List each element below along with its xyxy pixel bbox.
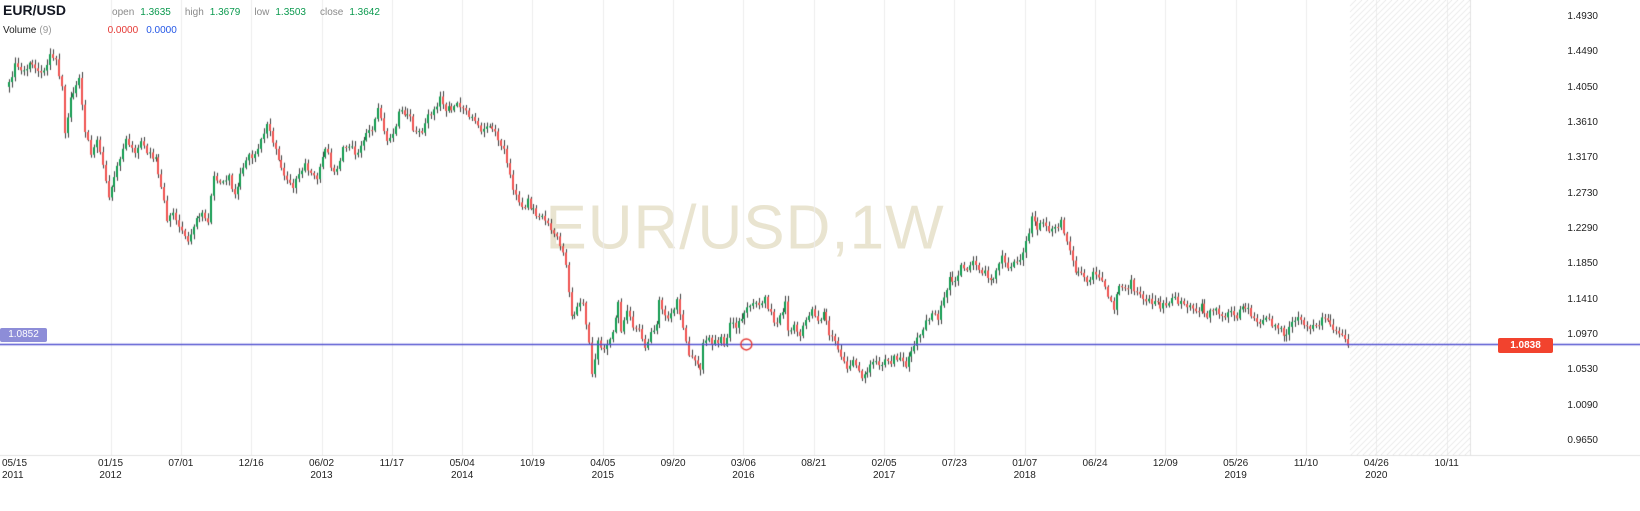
price-tick-label: 1.1850 [1567,258,1598,270]
time-tick-label: 05/15 2011 [2,458,28,481]
price-tick-label: 1.1410 [1567,293,1598,305]
ohlc-value: 1.3635 [140,7,171,18]
symbol-row: EUR/USD open 1.3635 high 1.3679 low 1.3503 clo… [3,2,380,18]
time-tick-label: 05/26 2019 [1223,458,1249,481]
time-tick-label: 10/19 [519,458,545,469]
indicator-row: Volume (9) 0.0000 0.0000 [3,25,380,36]
ohlc-values: open 1.3635 high 1.3679 low 1.3503 close 1.3642 [104,7,380,18]
hline-price-tag[interactable]: 1.0852 [0,328,47,343]
price-tick-label: 1.2290 [1567,223,1598,234]
time-tick-label: 10/11 [1434,458,1459,469]
indicator-value: 0.0000 [107,25,139,36]
last-price-tag: 1.0838 [1498,338,1553,354]
price-tick-label: 0.9650 [1567,435,1598,446]
time-tick-label: 11/10 [1293,458,1319,469]
time-tick-label: 04/05 2015 [590,458,616,481]
indicator-values: 0.0000 0.0000 [108,25,177,36]
time-tick-label: 02/05 2017 [871,458,897,481]
time-tick-label: 07/01 [168,458,194,469]
price-axis[interactable]: 1.4930 1.4490 1.4050 1.3610 1.3170 1.2730 1.22… [1470,0,1640,455]
price-tick-label: 1.0970 [1567,329,1598,340]
time-tick-label: 05/04 2014 [449,458,475,481]
indicator-params: (9) [39,25,52,36]
time-tick-label: 03/06 2016 [730,458,756,481]
price-tick-label: 1.4490 [1567,46,1598,58]
ohlc-value: 1.3503 [275,7,306,18]
legend: EUR/USD open 1.3635 high 1.3679 low 1.3503 clo… [3,2,380,36]
time-tick-label: 06/24 [1082,458,1108,469]
time-tick-label: 04/26 2020 [1363,458,1389,481]
price-tick-label: 1.4930 [1567,11,1598,22]
time-tick-label: 11/17 [379,458,404,469]
time-tick-label: 07/23 [941,458,967,469]
price-tick-label: 1.3610 [1567,117,1598,128]
time-tick-label: 08/21 [801,458,827,469]
indicator-name: Volume [3,25,37,36]
price-tick-label: 1.0530 [1567,364,1598,376]
time-tick-label: 09/20 [660,458,686,469]
time-tick-label: 01/15 2012 [98,458,124,481]
time-tick-label: 12/16 [238,458,264,469]
ohlc-value: 1.3642 [349,7,380,18]
price-tick-label: 1.2730 [1567,187,1598,199]
time-tick-label: 01/07 2018 [1012,458,1038,481]
price-tick-label: 1.3170 [1567,152,1598,164]
price-tick-label: 1.0090 [1567,399,1598,411]
ohlc-label: high [184,7,204,18]
price-tick-label: 1.4050 [1567,81,1598,93]
ohlc-label: close [319,7,344,18]
symbol-title: EUR/USD [3,2,67,18]
ohlc-label: open [112,7,135,18]
ohlc-value: 1.3679 [209,7,241,18]
time-tick-label: 12/09 [1152,458,1178,469]
ohlc-label: low [254,7,270,18]
indicator-value: 0.0000 [146,25,177,36]
time-tick-label: 06/02 2013 [308,458,335,481]
time-axis[interactable]: 05/15 2011 01/15 2012 07/01 12/16 06/02 2013 11/… [0,458,1640,511]
